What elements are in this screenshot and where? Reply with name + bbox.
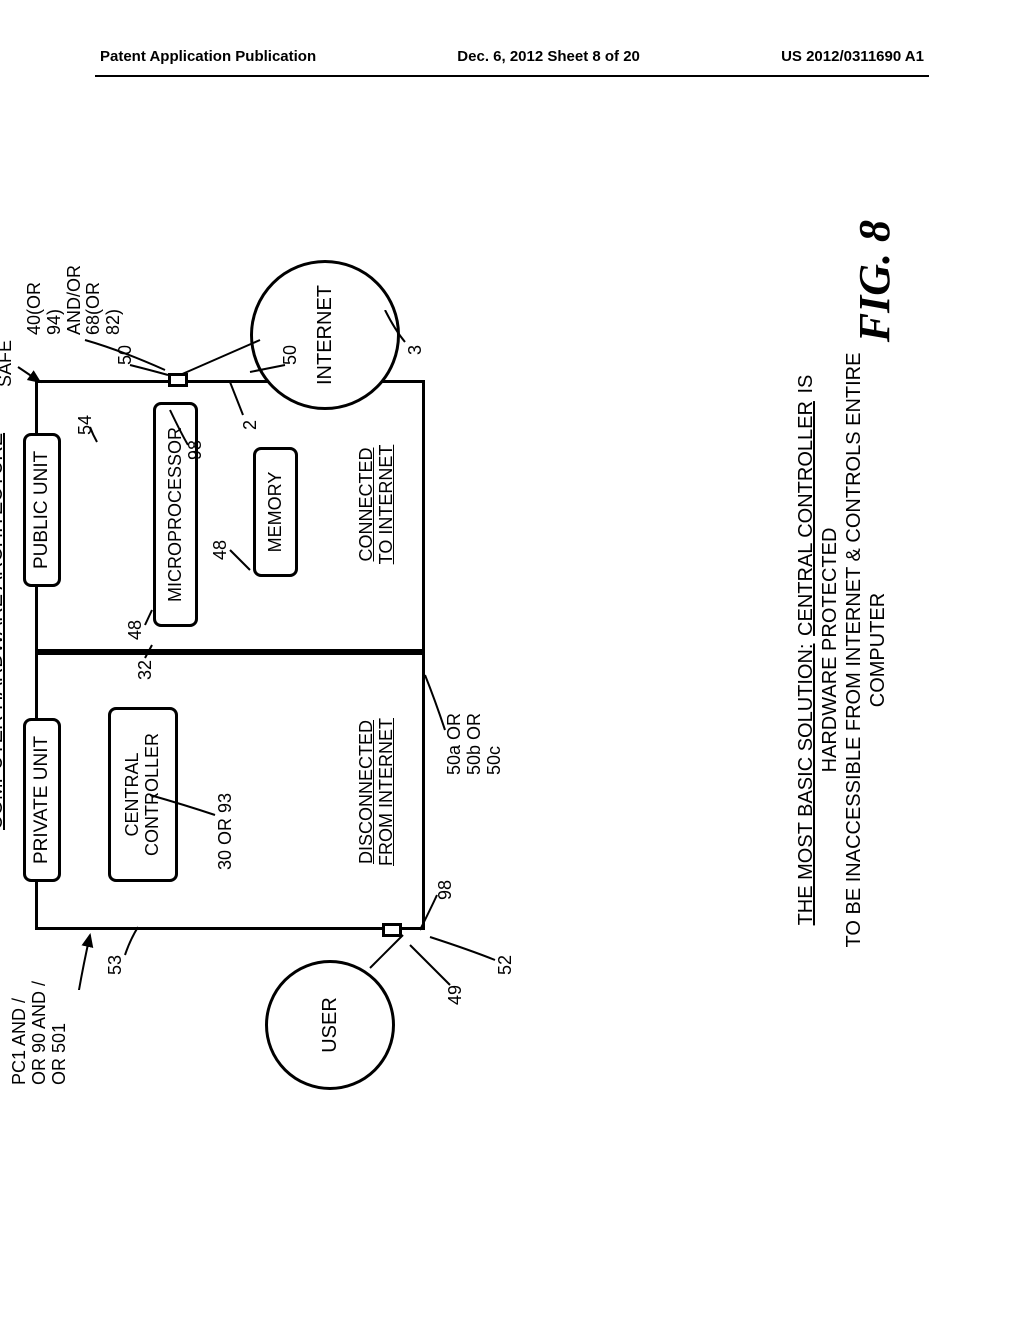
public-unit-label: PUBLIC UNIT xyxy=(23,433,61,587)
central-controller-text: CENTRAL CONTROLLER xyxy=(123,733,163,856)
figure-diagram: NEW INTERNET-SECURE COMPUTER HARDWARE AR… xyxy=(0,310,930,990)
ref-3: 3 xyxy=(405,345,426,355)
ref-50a: 50 xyxy=(115,345,136,365)
ref-98b: 98 xyxy=(435,880,456,900)
internet-text: INTERNET xyxy=(314,285,337,385)
header-rule xyxy=(95,75,929,77)
port-left xyxy=(382,923,402,937)
ref-40: 40(OR 94) AND/OR 68(OR 82) xyxy=(25,265,124,335)
memory-box: MEMORY xyxy=(253,447,298,577)
port-right xyxy=(168,373,188,387)
microprocessor-text: MICROPROCESSOR xyxy=(166,427,186,602)
bottom-caption: THE MOST BASIC SOLUTION: CENTRAL CONTROL… xyxy=(794,320,890,980)
caption-1a: THE MOST BASIC SOLUTION: xyxy=(795,644,817,926)
diagram-title: NEW INTERNET-SECURE COMPUTER HARDWARE AR… xyxy=(0,433,8,830)
page-header: Patent Application Publication Dec. 6, 2… xyxy=(0,48,1024,65)
microprocessor-box: MICROPROCESSOR xyxy=(153,402,198,627)
ref-32: 32 xyxy=(135,660,156,680)
header-center: Dec. 6, 2012 Sheet 8 of 20 xyxy=(457,48,640,65)
memory-text: MEMORY xyxy=(266,472,286,553)
caption-2: TO BE INACCESSIBLE FROM INTERNET & CONTR… xyxy=(843,353,889,948)
central-controller-box: CENTRAL CONTROLLER xyxy=(108,707,178,882)
figure-number: FIG. 8 xyxy=(849,220,900,342)
ref-53: 53 xyxy=(105,955,126,975)
user-circle: USER xyxy=(265,960,395,1090)
ref-pc1: PC1 AND / OR 90 AND / OR 501 xyxy=(10,981,69,1085)
internet-circle: INTERNET xyxy=(250,260,400,410)
ref-50b: 50 xyxy=(280,345,301,365)
ref-52: 52 xyxy=(495,955,516,975)
ref-48b: 48 xyxy=(210,540,231,560)
ref-30: 30 OR 93 xyxy=(215,793,236,870)
connected-label: CONNECTED TO INTERNET xyxy=(356,417,397,592)
private-unit-label: PRIVATE UNIT xyxy=(23,718,61,882)
ref-98a: 98 xyxy=(185,440,206,460)
caption-1b: CENTRAL CONTROLLER xyxy=(795,401,817,636)
header-right: US 2012/0311690 A1 xyxy=(781,48,924,65)
ref-48a: 48 xyxy=(125,620,146,640)
ref-safe: SAFE xyxy=(0,340,16,387)
header-left: Patent Application Publication xyxy=(100,48,316,65)
ref-2: 2 xyxy=(240,420,261,430)
ref-49: 49 xyxy=(445,985,466,1005)
disconnected-label: DISCONNECTED FROM INTERNET xyxy=(356,702,397,882)
ref-50abc: 50a OR 50b OR 50c xyxy=(445,713,504,775)
unit-divider xyxy=(38,649,422,655)
user-text: USER xyxy=(319,997,342,1053)
ref-54: 54 xyxy=(75,415,96,435)
title-line2: COMPUTER HARDWARE ARCHITECTURE xyxy=(0,433,7,830)
